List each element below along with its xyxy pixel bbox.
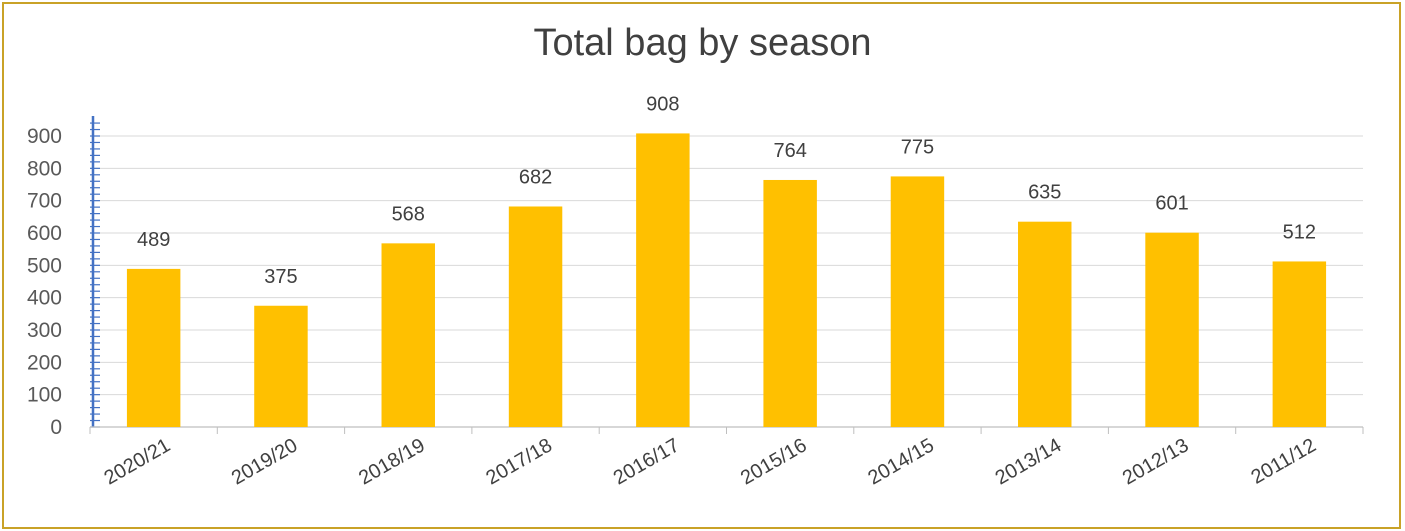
data-label: 764 — [773, 140, 806, 162]
x-tick-label: 2011/12 — [1248, 434, 1320, 488]
x-tick-label: 2019/20 — [228, 434, 302, 489]
data-label: 489 — [137, 229, 170, 251]
bar — [890, 176, 945, 427]
data-label: 635 — [1028, 182, 1061, 204]
y-tick-label: 400 — [27, 287, 62, 310]
x-tick-label: 2016/17 — [610, 434, 684, 489]
y-tick-label: 600 — [27, 222, 62, 245]
data-label: 375 — [264, 266, 297, 288]
data-label: 512 — [1283, 221, 1316, 243]
y-tick-label: 100 — [27, 384, 62, 407]
data-label: 775 — [901, 136, 934, 158]
bar — [254, 305, 308, 427]
data-label: 601 — [1155, 193, 1188, 215]
bar — [381, 243, 435, 427]
y-tick-label: 900 — [27, 125, 62, 148]
data-label: 568 — [392, 203, 425, 225]
bar — [508, 206, 563, 427]
data-label: 682 — [519, 166, 552, 188]
bar — [1272, 261, 1327, 427]
x-tick-label: 2015/16 — [737, 434, 811, 489]
x-tick-label: 2012/13 — [1119, 434, 1193, 489]
bar — [763, 179, 817, 427]
y-tick-label: 800 — [27, 157, 62, 180]
y-tick-label: 700 — [27, 190, 62, 213]
bar — [126, 268, 181, 427]
y-tick-label: 200 — [27, 351, 62, 374]
data-label: 908 — [646, 93, 679, 115]
x-tick-label: 2013/14 — [992, 434, 1066, 489]
bar — [1145, 232, 1199, 427]
chart-title: Total bag by season — [533, 22, 872, 64]
bars — [126, 133, 1327, 427]
x-tick-label: 2017/18 — [482, 434, 556, 489]
x-tick-label: 2018/19 — [355, 434, 429, 489]
bar — [1018, 221, 1072, 427]
bar — [636, 133, 690, 427]
x-tick-label: 2020/21 — [101, 434, 175, 489]
y-tick-label: 300 — [27, 319, 62, 342]
y-tick-label: 0 — [50, 416, 62, 439]
data-labels: 489 375 568 682 908 764 775 635 601 512 — [137, 93, 1316, 287]
y-tick-label: 500 — [27, 254, 62, 277]
x-tick-label: 2014/15 — [864, 434, 938, 489]
